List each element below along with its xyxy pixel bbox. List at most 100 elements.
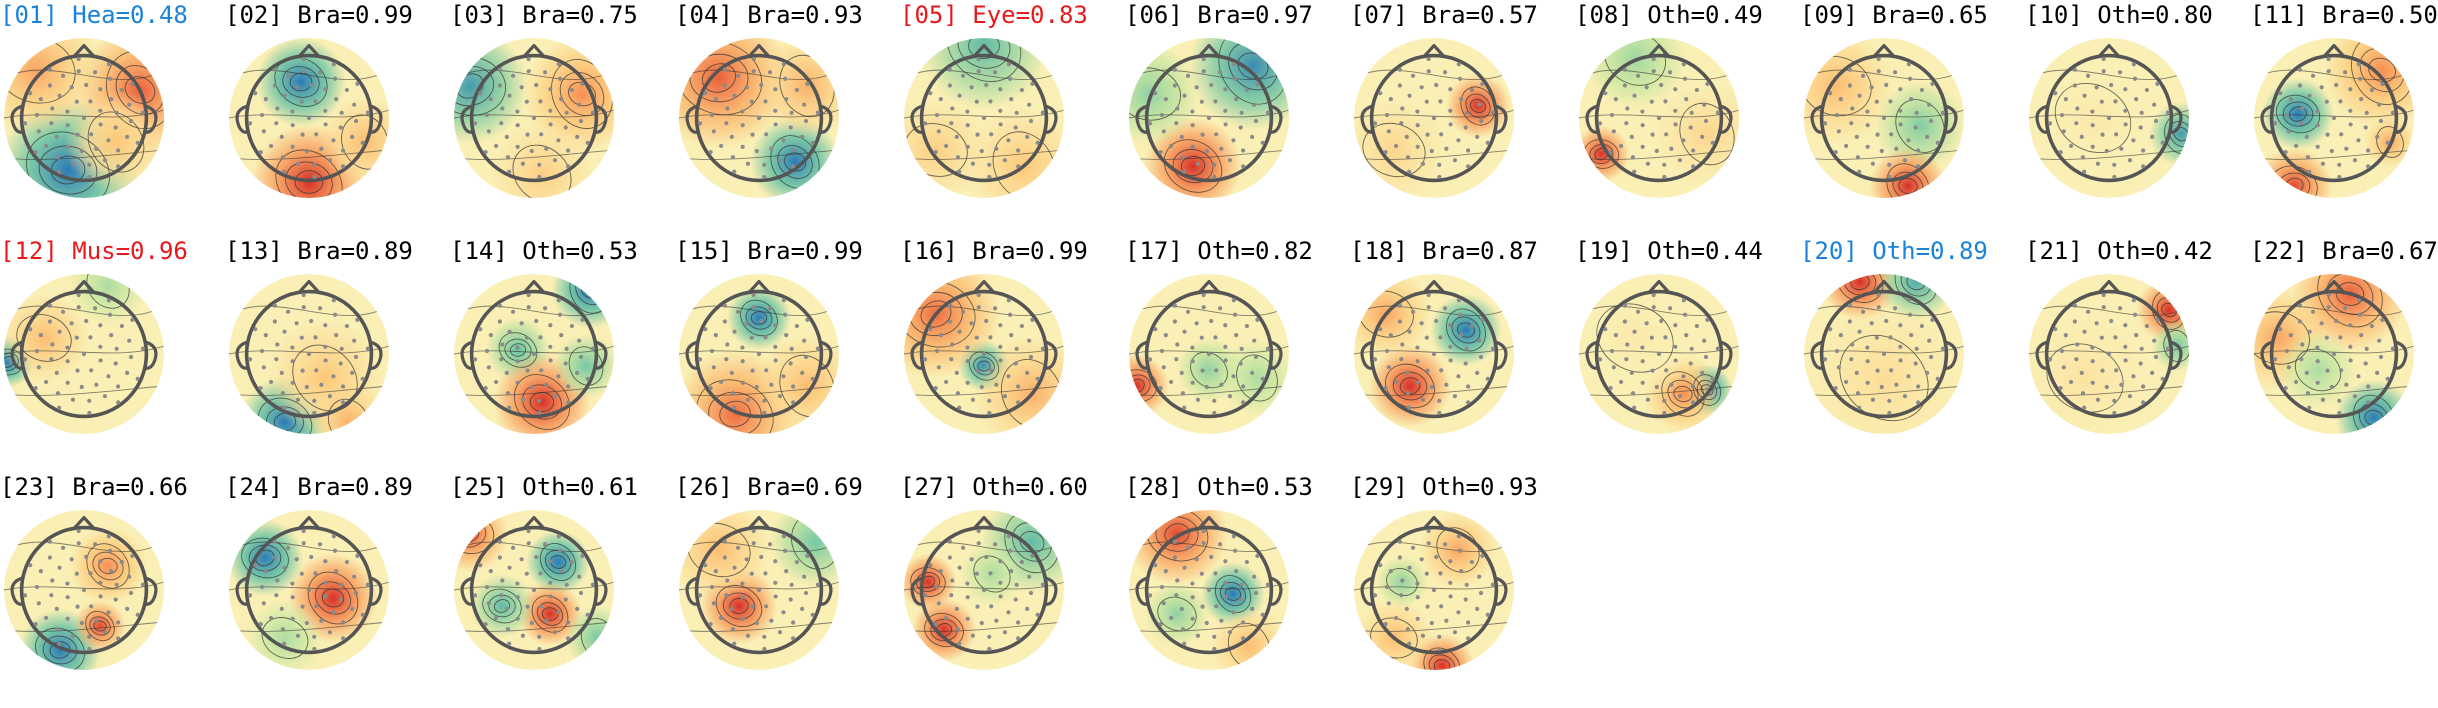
electrode-dot [1223,580,1228,585]
electrode-dot [1372,593,1378,598]
head-ear-left [1810,104,1824,134]
electrode-dot [1663,99,1668,104]
electrode-dot [94,618,99,623]
electrode-dot [947,319,952,324]
component-12: [12] Mus=0.96 [0,236,225,472]
electrode-dot [486,601,491,606]
electrode-dot [323,594,328,599]
electrode-dot [1158,150,1163,155]
electrode-dot [295,633,301,638]
electrode-dot [1147,593,1153,598]
electrode-dot [1930,81,1935,86]
component-24: [24] Bra=0.89 [225,472,450,708]
electrode-dot [732,169,737,174]
electrode-dot [89,368,94,373]
electrode-dot [1869,85,1874,90]
component-01: [01] Hea=0.48 [0,0,225,236]
electrode-dot [1442,542,1448,547]
field-blob [2029,54,2157,182]
electrode-dot [1415,144,1420,149]
electrode-dot [767,306,773,311]
electrode-dot [732,565,737,570]
electrode-dot [1214,604,1219,609]
electrode-dot [1437,174,1442,180]
electrode-dot [1649,99,1654,104]
electrode-dot [312,398,317,403]
electrode-dot [507,405,512,410]
electrode-dot [922,593,928,598]
electrode-dot [57,169,62,174]
electrode-dot [947,539,952,544]
electrode-dot [1014,346,1019,351]
electrode-dot [327,630,333,635]
electrode-dot [590,346,596,351]
electrode-dot [773,108,778,113]
electrode-dot [740,123,745,128]
electrode-dot [116,164,121,169]
electrode-dot [740,345,745,350]
electrode-dot [2100,368,2105,373]
electrode-dot [1456,610,1461,615]
electrode-dot [529,148,534,154]
electrode-dot [515,595,520,600]
contour-line [454,305,614,316]
electrode-dot [300,132,305,137]
electrode-dot [510,309,516,314]
electrode-dot [732,405,737,410]
electrode-dot [566,636,571,641]
contour-line [957,38,1011,69]
electrode-dot [525,368,530,373]
electrode-dot [1172,555,1177,560]
field-blob [1354,98,1446,198]
electrode-dot [87,410,92,416]
field-blob [2335,379,2413,434]
electrode-dot [708,386,713,391]
electrode-dot [2320,161,2326,166]
electrode-dot [1378,91,1383,96]
electrode-dot [563,361,568,366]
electrode-dot [1239,346,1244,351]
electrode-dot [1175,578,1180,583]
electrode-dot [556,610,561,615]
electrode-dot [1425,368,1430,373]
electrode-dot [1244,559,1250,565]
electrode-dot [1850,342,1855,347]
head-ear-left [2035,104,2049,134]
electrode-dot [497,83,502,88]
electrode-dot [275,342,280,347]
electrode-dot [1865,380,1870,385]
electrode-dot [102,394,108,399]
electrode-dot [524,335,529,340]
topomap [1354,274,1514,434]
electrode-dot [1889,132,1894,137]
electrode-dot [2132,76,2138,81]
electrode-dot [2338,335,2343,340]
electrode-dot [1175,342,1180,347]
electrode-dot [1040,110,1046,115]
electrode-dot [740,581,745,586]
electrode-dot [478,563,483,568]
electrode-dot [98,580,103,585]
electrode-dot [1214,132,1219,137]
electrode-dot [1700,370,1705,375]
electrode-dot [2109,318,2114,324]
electrode-dot [2072,67,2077,72]
electrode-dot [299,335,304,340]
topomap [1129,510,1289,670]
electrode-dot [1016,164,1021,169]
electrode-dot [130,317,135,322]
electrode-dot [975,132,980,137]
electrode-dot [751,528,756,534]
electrode-dot [1163,97,1168,102]
electrode-dot [282,169,287,174]
electrode-dot [1255,553,1260,558]
electrode-dot [323,323,328,328]
electrode-dot [2131,298,2136,303]
electrode-dot [1705,317,1710,322]
electrode-dot [1206,115,1212,121]
electrode-dot [989,132,994,137]
contour-line [454,69,614,80]
electrode-dot [524,571,529,576]
electrode-dot [1459,569,1464,574]
electrode-dot [507,641,512,646]
